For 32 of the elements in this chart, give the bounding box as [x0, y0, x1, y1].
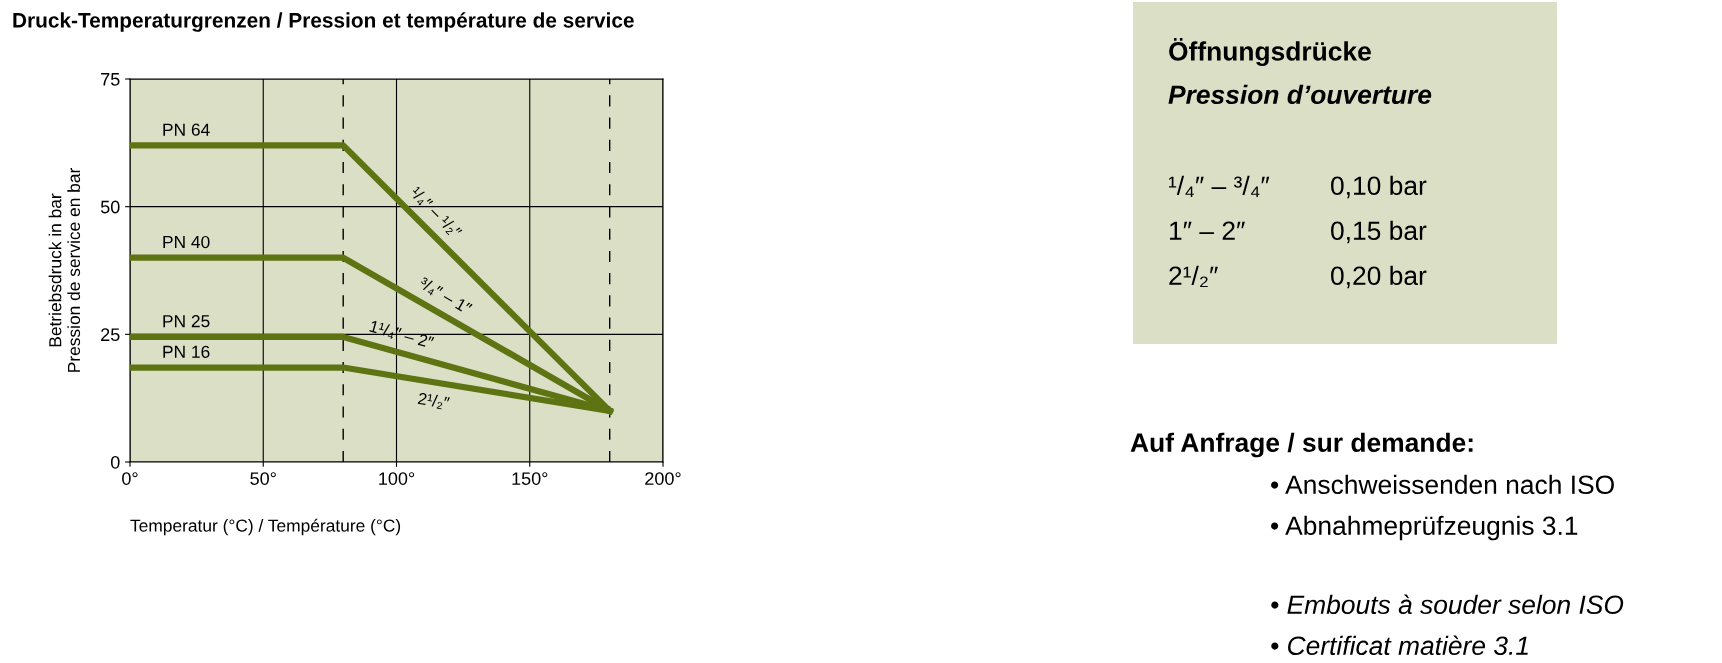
- annotation: 2¹/₂″: [417, 391, 450, 411]
- text: Auf Anfrage / sur demande:: [1130, 432, 1473, 458]
- x-axis-title: Temperatur (°C) / Température (°C): [130, 518, 401, 536]
- x-tick-label: 100°: [379, 472, 415, 485]
- text: ¹/₄″ – ³/₄″: [1169, 175, 1270, 198]
- x-tick-label: 150°: [512, 472, 548, 485]
- chart-title: Druck-Temperaturgrenzen / Pression et température de service: [13, 12, 634, 32]
- series-label: PN 25: [163, 315, 210, 328]
- text: • Anschweissenden nach ISO: [1271, 474, 1614, 495]
- text: • Embouts à souder selon ISO: [1271, 594, 1624, 615]
- y-tick-label: 25: [101, 328, 120, 342]
- x-tick-label: 0°: [122, 472, 138, 485]
- text: 0,20 bar: [1331, 265, 1427, 289]
- y-tick-label: 0: [110, 455, 120, 469]
- text: • Certificat matière 3.1: [1271, 635, 1528, 656]
- x-tick-label: 50°: [250, 472, 276, 485]
- annotation: ³/₄″ – 1″: [417, 276, 473, 316]
- text: 1″ – 2″: [1170, 221, 1245, 240]
- y-axis-title: Betriebsdruck in bar Pression de service en bar: [48, 168, 81, 372]
- text: 0,15 bar: [1331, 220, 1427, 244]
- series-label: PN 16: [163, 345, 210, 358]
- annotation: ¹/₄″ – ¹/₂″: [408, 185, 463, 240]
- y-tick-label: 50: [100, 200, 120, 214]
- text: Pression d’ouverture: [1168, 84, 1432, 105]
- text: 0,10 bar: [1331, 175, 1427, 199]
- series-label: PN 64: [163, 123, 210, 136]
- series-label: PN 40: [163, 235, 210, 249]
- text: Öffnungsdrücke: [1169, 37, 1371, 67]
- x-tick-label: 200°: [645, 472, 681, 485]
- text: • Abnahmeprüfzeugnis 3.1: [1271, 515, 1578, 541]
- y-tick-label: 75: [101, 73, 120, 86]
- text: 2¹/₂″: [1169, 265, 1218, 288]
